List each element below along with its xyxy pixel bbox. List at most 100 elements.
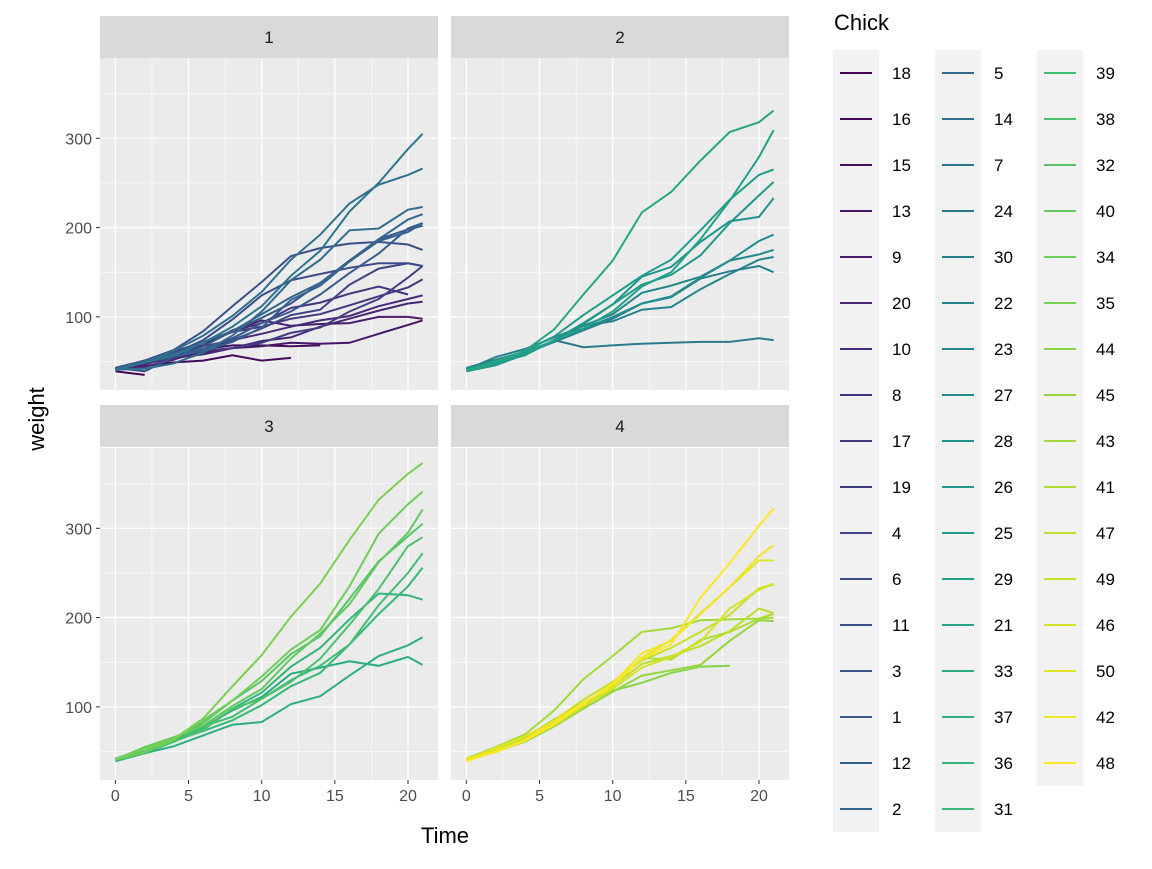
legend-label: 49 [1096, 570, 1115, 589]
panel-background [100, 448, 438, 780]
x-tick-label: 0 [462, 788, 471, 805]
x-tick-label: 0 [111, 788, 120, 805]
x-tick-label: 15 [326, 788, 344, 805]
series-line-chick-37 [115, 636, 424, 761]
legend-label: 42 [1096, 708, 1115, 727]
facet-strip-label: 4 [615, 417, 624, 436]
legend-label: 29 [994, 570, 1013, 589]
y-tick-label: 100 [65, 700, 92, 717]
series-line-chick-18 [115, 370, 145, 376]
facet-strip-label: 1 [264, 28, 273, 47]
legend-label: 33 [994, 662, 1013, 681]
x-tick-label: 5 [535, 788, 544, 805]
series-line-chick-21 [466, 109, 775, 372]
legend-label: 25 [994, 524, 1013, 543]
legend-label: 5 [994, 64, 1003, 83]
facet-strip [100, 16, 438, 58]
legend-label: 22 [994, 294, 1013, 313]
legend-label: 2 [892, 800, 901, 819]
series-line-chick-3 [115, 224, 423, 373]
x-tick-label: 20 [750, 788, 768, 805]
legend-label: 20 [892, 294, 911, 313]
legend-label: 11 [892, 616, 910, 635]
legend-label: 21 [994, 616, 1013, 635]
legend-label: 23 [994, 340, 1013, 359]
y-tick-label: 200 [65, 611, 92, 628]
legend-label: 37 [994, 708, 1013, 727]
y-tick-label: 300 [65, 131, 92, 148]
series-line-chick-38 [115, 536, 424, 761]
legend-label: 39 [1096, 64, 1115, 83]
legend-label: 17 [892, 432, 911, 451]
legend-label: 36 [994, 754, 1013, 773]
legend-label: 30 [994, 248, 1013, 267]
legend-label: 47 [1096, 524, 1115, 543]
y-tick-label: 200 [65, 221, 92, 238]
legend-label: 41 [1096, 478, 1115, 497]
legend-label: 19 [892, 478, 911, 497]
series-line-chick-43 [466, 616, 774, 760]
panel-background [451, 58, 789, 390]
legend-label: 12 [892, 754, 911, 773]
y-axis-title: weight [24, 387, 49, 452]
series-line-chick-26 [466, 181, 775, 370]
legend-label: 13 [892, 202, 911, 221]
x-tick-label: 15 [677, 788, 695, 805]
legend-label: 46 [1096, 616, 1115, 635]
legend-label: 1 [892, 708, 901, 727]
legend-label: 27 [994, 386, 1013, 405]
facet-strip-label: 3 [264, 417, 273, 436]
x-tick-label: 5 [184, 788, 193, 805]
facet-strip-label: 2 [615, 28, 624, 47]
facet-strip [451, 16, 789, 58]
facet-strip [451, 405, 789, 447]
series-line-chick-1 [115, 222, 423, 370]
legend-label: 3 [892, 662, 901, 681]
legend-key-background [1037, 50, 1083, 786]
legend-label: 48 [1096, 754, 1115, 773]
series-line-chick-14 [115, 167, 423, 371]
legend-label: 34 [1096, 248, 1115, 267]
series-line-chick-48 [466, 507, 775, 763]
series-line-chick-40 [115, 508, 424, 761]
legend-label: 38 [1096, 110, 1115, 129]
legend-label: 50 [1096, 662, 1115, 681]
x-axis-title: Time [421, 823, 469, 848]
legend-label: 31 [994, 800, 1013, 819]
x-tick-label: 10 [604, 788, 622, 805]
legend-label: 4 [892, 524, 901, 543]
legend-label: 26 [994, 478, 1013, 497]
series-line-chick-22 [466, 256, 774, 371]
legend-label: 28 [994, 432, 1013, 451]
legend-label: 24 [994, 202, 1013, 221]
legend-label: 18 [892, 64, 911, 83]
legend-label: 40 [1096, 202, 1115, 221]
series-line-chick-7 [115, 133, 424, 371]
legend-label: 44 [1096, 340, 1115, 359]
series-line-chick-29 [466, 129, 775, 373]
legend-label: 8 [892, 386, 901, 405]
legend-title: Chick [834, 10, 890, 35]
legend-label: 7 [994, 156, 1003, 175]
facet-strip [100, 405, 438, 447]
panel-background [100, 58, 438, 390]
y-tick-label: 100 [65, 310, 92, 327]
series-line-chick-35 [115, 462, 424, 761]
legend-label: 43 [1096, 432, 1115, 451]
legend-label: 6 [892, 570, 901, 589]
y-tick-label: 300 [65, 521, 92, 538]
legend-label: 45 [1096, 386, 1115, 405]
legend-label: 32 [1096, 156, 1115, 175]
x-tick-label: 10 [253, 788, 271, 805]
legend-label: 14 [994, 110, 1013, 129]
panel-background [451, 448, 789, 780]
legend-label: 15 [892, 156, 911, 175]
x-tick-label: 20 [399, 788, 417, 805]
series-line-chick-10 [115, 294, 423, 371]
series-line-chick-34 [115, 490, 424, 761]
legend-label: 35 [1096, 294, 1115, 313]
series-line-chick-5 [115, 206, 423, 371]
legend-label: 9 [892, 248, 901, 267]
legend-label: 16 [892, 110, 911, 129]
